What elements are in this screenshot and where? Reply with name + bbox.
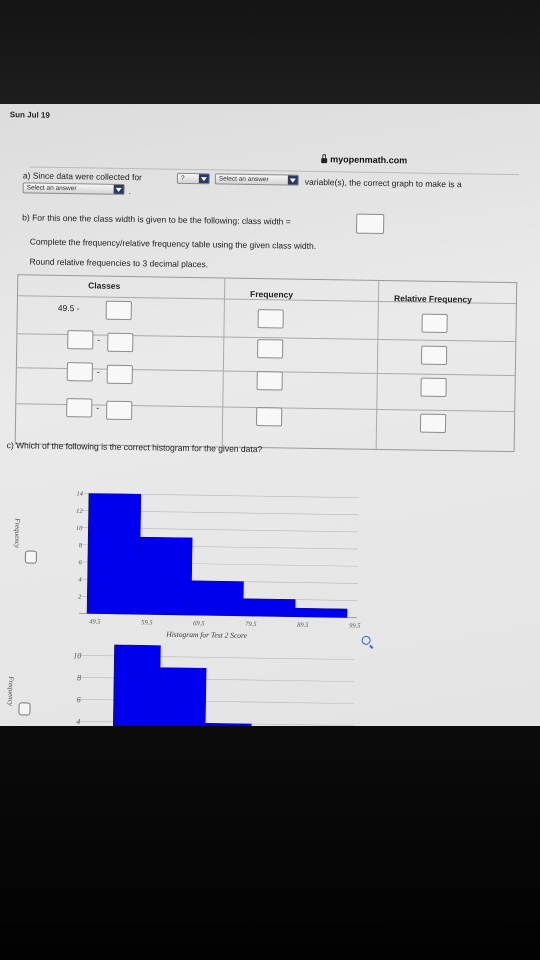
class-upper-input[interactable] [106,400,133,421]
chart1-ytick: 12 [76,508,83,515]
frequency-table: Classes Frequency Relative Frequency 49.… [14,274,518,453]
class-lower-input[interactable] [67,330,94,350]
type-select-value: ? [180,174,185,182]
chart1-xtick: 69.5 [193,620,205,627]
address-bar[interactable]: myopenmath.com [0,142,539,170]
frequency-input[interactable] [257,339,284,359]
class-dash: - [97,334,101,345]
chart1-ytick: 8 [79,542,83,549]
question-b-text: b) For this one the class width is given… [22,212,291,227]
chevron-down-icon [113,184,124,194]
header-classes: Classes [88,280,121,291]
lock-icon [321,157,328,163]
class-lower-input[interactable] [66,362,93,382]
background-bottom [0,724,540,960]
relative-frequency-input[interactable] [420,345,448,366]
graph-select[interactable]: Select an answer [22,182,125,195]
table-divider [375,280,380,449]
question-a-suffix: variable(s), the correct graph to make i… [304,176,462,190]
chart1-ytick: 4 [78,577,82,584]
histogram-option-1: 2 4 6 8 10 12 14 49.5 59.5 69.5 79.5 89.5 99.5 Histog… [76,491,362,640]
histogram-option-2: 4 6 8 10 [73,644,355,726]
chart1-xtick: 79.5 [245,621,257,628]
chart2-ytick: 8 [77,673,81,682]
relative-frequency-input[interactable] [420,377,447,398]
instruction-round: Round relative frequencies to 3 decimal … [29,256,209,270]
class-lower-input[interactable] [66,398,93,418]
variable-select-value: Select an answer [218,175,269,184]
chart2-ytick: 4 [76,717,80,726]
chart1-xtick: 99.5 [349,623,361,630]
frequency-input[interactable] [257,309,284,329]
screen: Sun Jul 19 myopenmath.com a) Since data … [0,104,540,726]
chart1-xtick: 59.5 [141,619,153,626]
histogram-option-1-radio[interactable] [24,550,37,564]
chart2-ytick: 10 [73,651,81,660]
question-a-text: a) Since data were collected for [22,170,143,183]
chart2-ytick: 6 [77,695,81,704]
class-dash: - [96,366,100,377]
chart2-bar [203,723,252,726]
chart1-ytick: 10 [76,525,83,532]
chart1-ylabel: Frequency [13,518,22,549]
chart1-ytick: 14 [76,491,83,498]
question-a-period: . [128,186,132,197]
header-relative-frequency: Relative Frequency [393,293,473,305]
status-bar: Sun Jul 19 [0,104,540,130]
status-time: Sun Jul 19 [9,110,50,120]
page-content: Sun Jul 19 myopenmath.com a) Since data … [0,104,540,726]
url-text: myopenmath.com [330,154,408,166]
frequency-input[interactable] [256,371,283,391]
graph-select-value: Select an answer [26,184,77,193]
relative-frequency-input[interactable] [419,413,447,434]
chart1-ytick: 6 [78,559,82,566]
chart2-bar [158,667,207,726]
class-lower-label: 49.5 - [57,302,80,314]
background-top [0,0,540,108]
chart1-bar [294,607,348,618]
chart2-bar [112,644,161,726]
chevron-down-icon [198,174,209,184]
zoom-icon[interactable] [361,635,371,645]
chevron-down-icon [287,175,298,185]
class-upper-input[interactable] [105,300,132,321]
chart1-bar [190,580,244,617]
chart1-bar [138,536,193,616]
header-frequency: Frequency [249,288,294,300]
table-divider [221,278,226,447]
chart1-xtick: 49.5 [89,618,101,625]
class-width-input[interactable] [356,213,385,235]
class-upper-input[interactable] [107,332,134,353]
class-upper-input[interactable] [106,364,133,385]
frequency-input[interactable] [255,407,283,427]
variable-select[interactable]: Select an answer [214,173,299,186]
chart1-bar [242,598,296,617]
chart1-ytick: 2 [78,594,82,601]
histogram-option-2-radio[interactable] [18,702,31,716]
type-select[interactable]: ? [176,172,210,185]
class-dash: - [96,402,100,413]
chart2-ylabel: Frequency [6,676,16,706]
instruction-complete: Complete the frequency/relative frequenc… [29,236,317,251]
chart1-xtick: 89.5 [297,622,309,629]
chart1-xlabel: Histogram for Test 2 Score [165,630,248,640]
chart1-bar [86,493,142,615]
relative-frequency-input[interactable] [421,313,448,334]
